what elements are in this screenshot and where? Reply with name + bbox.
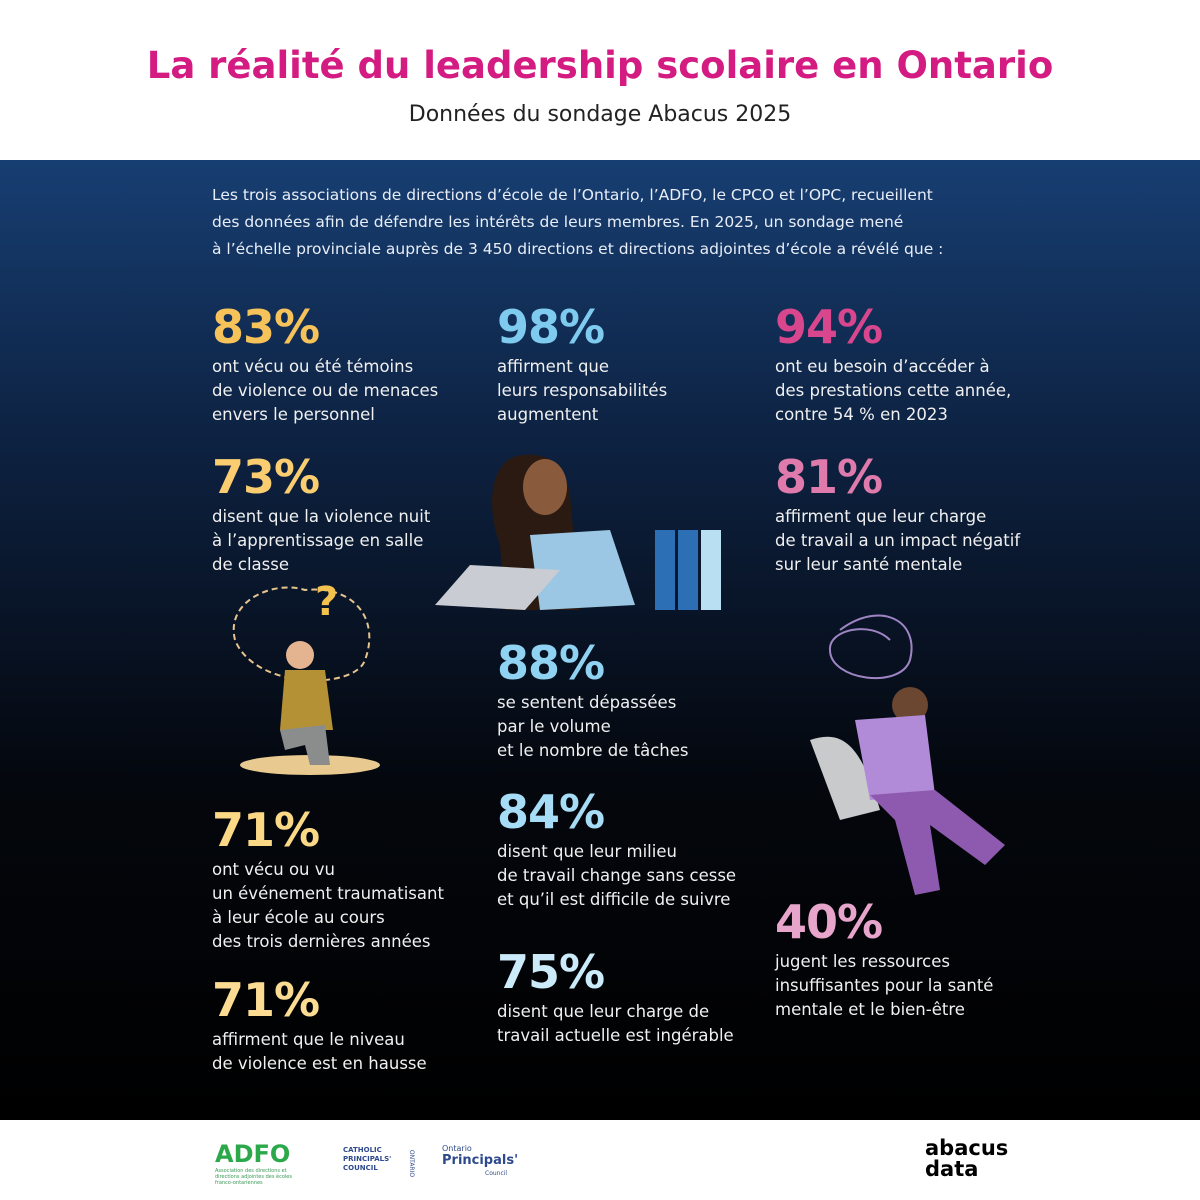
stat-description: disent que leur milieu [497,842,677,861]
subtitle: Données du sondage Abacus 2025 [408,102,792,127]
stat-value: 81% [775,450,883,504]
stat-description: et le nombre de tâches [497,741,689,760]
stat-description: se sentent dépassées [497,693,677,712]
stat-description: de travail a un impact négatif [775,531,1021,550]
stat-description: et qu’il est difficile de suivre [497,890,731,909]
logo-abacus-data: data [925,1157,979,1181]
stat-description: par le volume [497,717,611,736]
stat-description: leurs responsabilités [497,381,668,400]
logo-adfo-subtitle: Association des directions et directions… [215,1168,292,1186]
logo-opc-main: Principals' [442,1153,519,1168]
stat-description: un événement traumatisant [212,884,444,903]
illustration-man-chair [810,614,1005,895]
stat-description: de travail change sans cesse [497,866,737,885]
logo-cpco: CATHOLIC PRINCIPALS' COUNCIL [343,1146,392,1172]
stat-value: 84% [497,785,605,839]
stat-description: des prestations cette année, [775,381,1012,400]
stat-description: à l’apprentissage en salle [212,531,424,550]
stat-value: 71% [212,803,320,857]
stat-value: 98% [497,300,605,354]
stat-description: ont vécu ou vu [212,860,335,879]
logo-adfo: ADFO [215,1140,291,1168]
intro-line: des données afin de défendre les intérêt… [212,213,904,231]
stat-description: des trois dernières années [212,932,431,951]
stat-value: 71% [212,973,320,1027]
stat-value: 83% [212,300,320,354]
stat-description: de classe [212,555,289,574]
logo-abacus: abacus [925,1136,1009,1160]
stat-description: disent que la violence nuit [212,507,431,526]
stat-description: disent que leur charge de [497,1002,710,1021]
stat-description: de violence est en hausse [212,1054,427,1073]
svg-text:?: ? [315,580,338,625]
illustration-man-sitting: ? [232,580,380,775]
stat-description: affirment que leur charge [775,507,987,526]
logo-opc-top: Ontario [442,1144,472,1153]
stat-description: augmentent [497,405,599,424]
stat-description: à leur école au cours [212,908,385,927]
logo-opc-sub: Council [485,1170,508,1177]
stat-description: mentale et le bien-être [775,1000,965,1019]
stat-description: travail actuelle est ingérable [497,1026,734,1045]
hero-panel [0,160,1200,1120]
stat-value: 75% [497,945,605,999]
stat-description: ont eu besoin d’accéder à [775,357,990,376]
stat-description: affirment que le niveau [212,1030,405,1049]
stat-description: envers le personnel [212,405,375,424]
stat-value: 40% [775,895,883,949]
illustration-woman-laptop [435,454,721,610]
stat-value: 73% [212,450,320,504]
stat-description: affirment que [497,357,610,376]
intro-line: à l’échelle provinciale auprès de 3 450 … [212,240,944,258]
stat-description: de violence ou de menaces [212,381,439,400]
stat-value: 88% [497,636,605,690]
stat-description: jugent les ressources [775,952,950,971]
stat-description: ont vécu ou été témoins [212,357,414,376]
title: La réalité du leadership scolaire en Ont… [146,44,1054,87]
stat-description: contre 54 % en 2023 [775,405,948,424]
stat-description: sur leur santé mentale [775,555,963,574]
stat-description: insuffisantes pour la santé [775,976,994,995]
stat-value: 94% [775,300,883,354]
intro-line: Les trois associations de directions d’é… [212,186,933,204]
logo-cpco-side: ONTARIO [408,1149,416,1178]
